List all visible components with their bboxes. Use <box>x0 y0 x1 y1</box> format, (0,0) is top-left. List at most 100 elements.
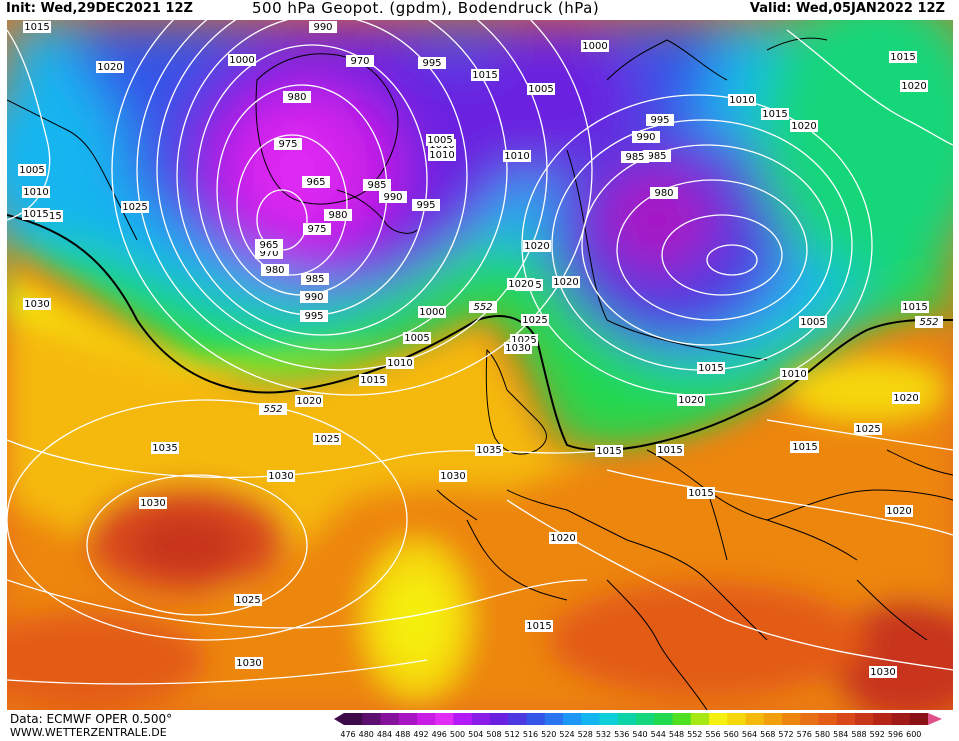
scale-tick-label: 568 <box>760 730 775 739</box>
isobar-label: 1010 <box>428 149 456 161</box>
isobar-label-text: 1005 <box>404 333 429 344</box>
isobar-label-text: 1030 <box>236 658 261 669</box>
isobar-label: 1010 <box>503 150 531 162</box>
contour-552-label: 552 <box>919 317 938 328</box>
isobar-label-text: 1010 <box>504 151 529 162</box>
isobar-label-text: 1020 <box>901 81 926 92</box>
isobar-label: 1030 <box>869 666 897 678</box>
isobar-label-text: 1015 <box>596 446 621 457</box>
source-url: WWW.WETTERZENTRALE.DE <box>10 726 167 739</box>
scale-tick-label: 516 <box>523 730 538 739</box>
isobar-label: 980 <box>324 209 352 221</box>
scale-swatch <box>709 713 728 725</box>
isobar-label: 1015 <box>889 51 917 63</box>
isobar-label: 985 <box>363 179 391 191</box>
scale-swatch <box>909 713 929 725</box>
scale-tick-label: 524 <box>559 730 574 739</box>
scale-swatch <box>508 713 527 725</box>
isobar-label: 980 <box>283 91 311 103</box>
isobar-label: 1010 <box>386 357 414 369</box>
isobar-label: 1000 <box>581 40 609 52</box>
data-source: Data: ECMWF OPER 0.500° <box>10 712 173 726</box>
scale-tick-label: 584 <box>833 730 848 739</box>
isobar-label: 995 <box>300 310 328 322</box>
isobar-label: 1030 <box>139 497 167 509</box>
scale-tick-label: 596 <box>888 730 903 739</box>
isobar-label-text: 1015 <box>23 209 48 220</box>
isobar-label-text: 1020 <box>524 241 549 252</box>
isobar-label: 990 <box>379 191 407 203</box>
isobar-label-text: 1030 <box>268 471 293 482</box>
isobar-label-text: 1005 <box>800 317 825 328</box>
scale-tick-label: 544 <box>651 730 666 739</box>
isobar-label: 1035 <box>475 444 503 456</box>
isobar-label-text: 1010 <box>387 358 412 369</box>
scale-tick-label: 492 <box>413 730 428 739</box>
isobar-label-text: 990 <box>383 192 402 203</box>
isobar-label-text: 1020 <box>550 533 575 544</box>
isobar-label: 1015 <box>22 208 50 220</box>
isobar-label: 1020 <box>295 395 323 407</box>
isobar-label-text: 1015 <box>688 488 713 499</box>
isobar-label-text: 975 <box>278 139 297 150</box>
isobar-label: 980 <box>650 187 678 199</box>
map-footer: Data: ECMWF OPER 0.500° WWW.WETTERZENTRA… <box>0 711 959 741</box>
isobar-label: 1015 <box>359 374 387 386</box>
isobar-label-text: 1005 <box>19 165 44 176</box>
isobar-label: 975 <box>274 138 302 150</box>
isobar-label: 1015 <box>791 441 819 453</box>
scale-swatch <box>855 713 874 725</box>
isobar-label: 1020 <box>96 61 124 73</box>
scale-swatch <box>636 713 655 725</box>
contour-552 <box>7 214 953 452</box>
isobar-label-text: 995 <box>304 311 323 322</box>
isobar-label: 1015 <box>761 108 789 120</box>
weather-map: 552 552 552 1015 1020 1000 990 970 995 1015 100… <box>7 20 953 710</box>
isobar-label: 990 <box>309 21 337 33</box>
scale-tick-label: 576 <box>797 730 812 739</box>
isobar-label: 995 <box>646 114 674 126</box>
scale-swatch <box>782 713 801 725</box>
isobar-label-text: 1025 <box>511 335 536 346</box>
isobar-label-text: 1005 <box>528 84 553 95</box>
scale-swatch <box>763 713 783 725</box>
isobar-label-text: 1025 <box>522 315 547 326</box>
scale-swatch <box>544 713 564 725</box>
scale-tick-label: 476 <box>340 730 355 739</box>
isobar-label-text: 1030 <box>440 471 465 482</box>
isobar-label-text: 1030 <box>870 667 895 678</box>
isobar-label-text: 1015 <box>902 302 927 313</box>
isobar-label-text: 1025 <box>855 424 880 435</box>
scale-swatch <box>362 713 381 725</box>
isobar-label-text: 980 <box>265 265 284 276</box>
isobar-label: 1015 <box>901 301 929 313</box>
isobar-label-text: 1020 <box>553 277 578 288</box>
isobar-label-text: 1005 <box>427 135 452 146</box>
isobar-label: 1020 <box>900 80 928 92</box>
isobar-label-text: 1015 <box>472 70 497 81</box>
isobar-label-text: 1025 <box>122 202 147 213</box>
isobar-label: 1020 <box>552 276 580 288</box>
isobar-label: 965 <box>255 239 283 251</box>
isobar-label-text: 1015 <box>890 52 915 63</box>
isobar-label-text: 985 <box>625 152 644 163</box>
contour-552-label: 552 <box>473 302 492 313</box>
isobar-label-text: 980 <box>654 188 673 199</box>
isobar-label: 990 <box>632 131 660 143</box>
scale-tick-label: 592 <box>870 730 885 739</box>
coastlines <box>7 37 953 710</box>
isobar-label-text: 1020 <box>886 506 911 517</box>
isobar-label: 980 <box>261 264 289 276</box>
isobar-label-text: 1020 <box>296 396 321 407</box>
map-title: 500 hPa Geopot. (gpdm), Bodendruck (hPa) <box>252 0 600 17</box>
isobar-label: 1000 <box>418 306 446 318</box>
isobar-label-text: 1025 <box>235 595 260 606</box>
isobar-label-text: 990 <box>313 22 332 33</box>
isobar-label: 1020 <box>523 240 551 252</box>
scale-tick-label: 496 <box>432 730 447 739</box>
scale-tick-label: 528 <box>578 730 593 739</box>
isobar-label: 1010 <box>728 94 756 106</box>
isobar-label: 1025 <box>121 201 149 213</box>
scale-swatch <box>435 713 454 725</box>
scale-swatch <box>654 713 673 725</box>
